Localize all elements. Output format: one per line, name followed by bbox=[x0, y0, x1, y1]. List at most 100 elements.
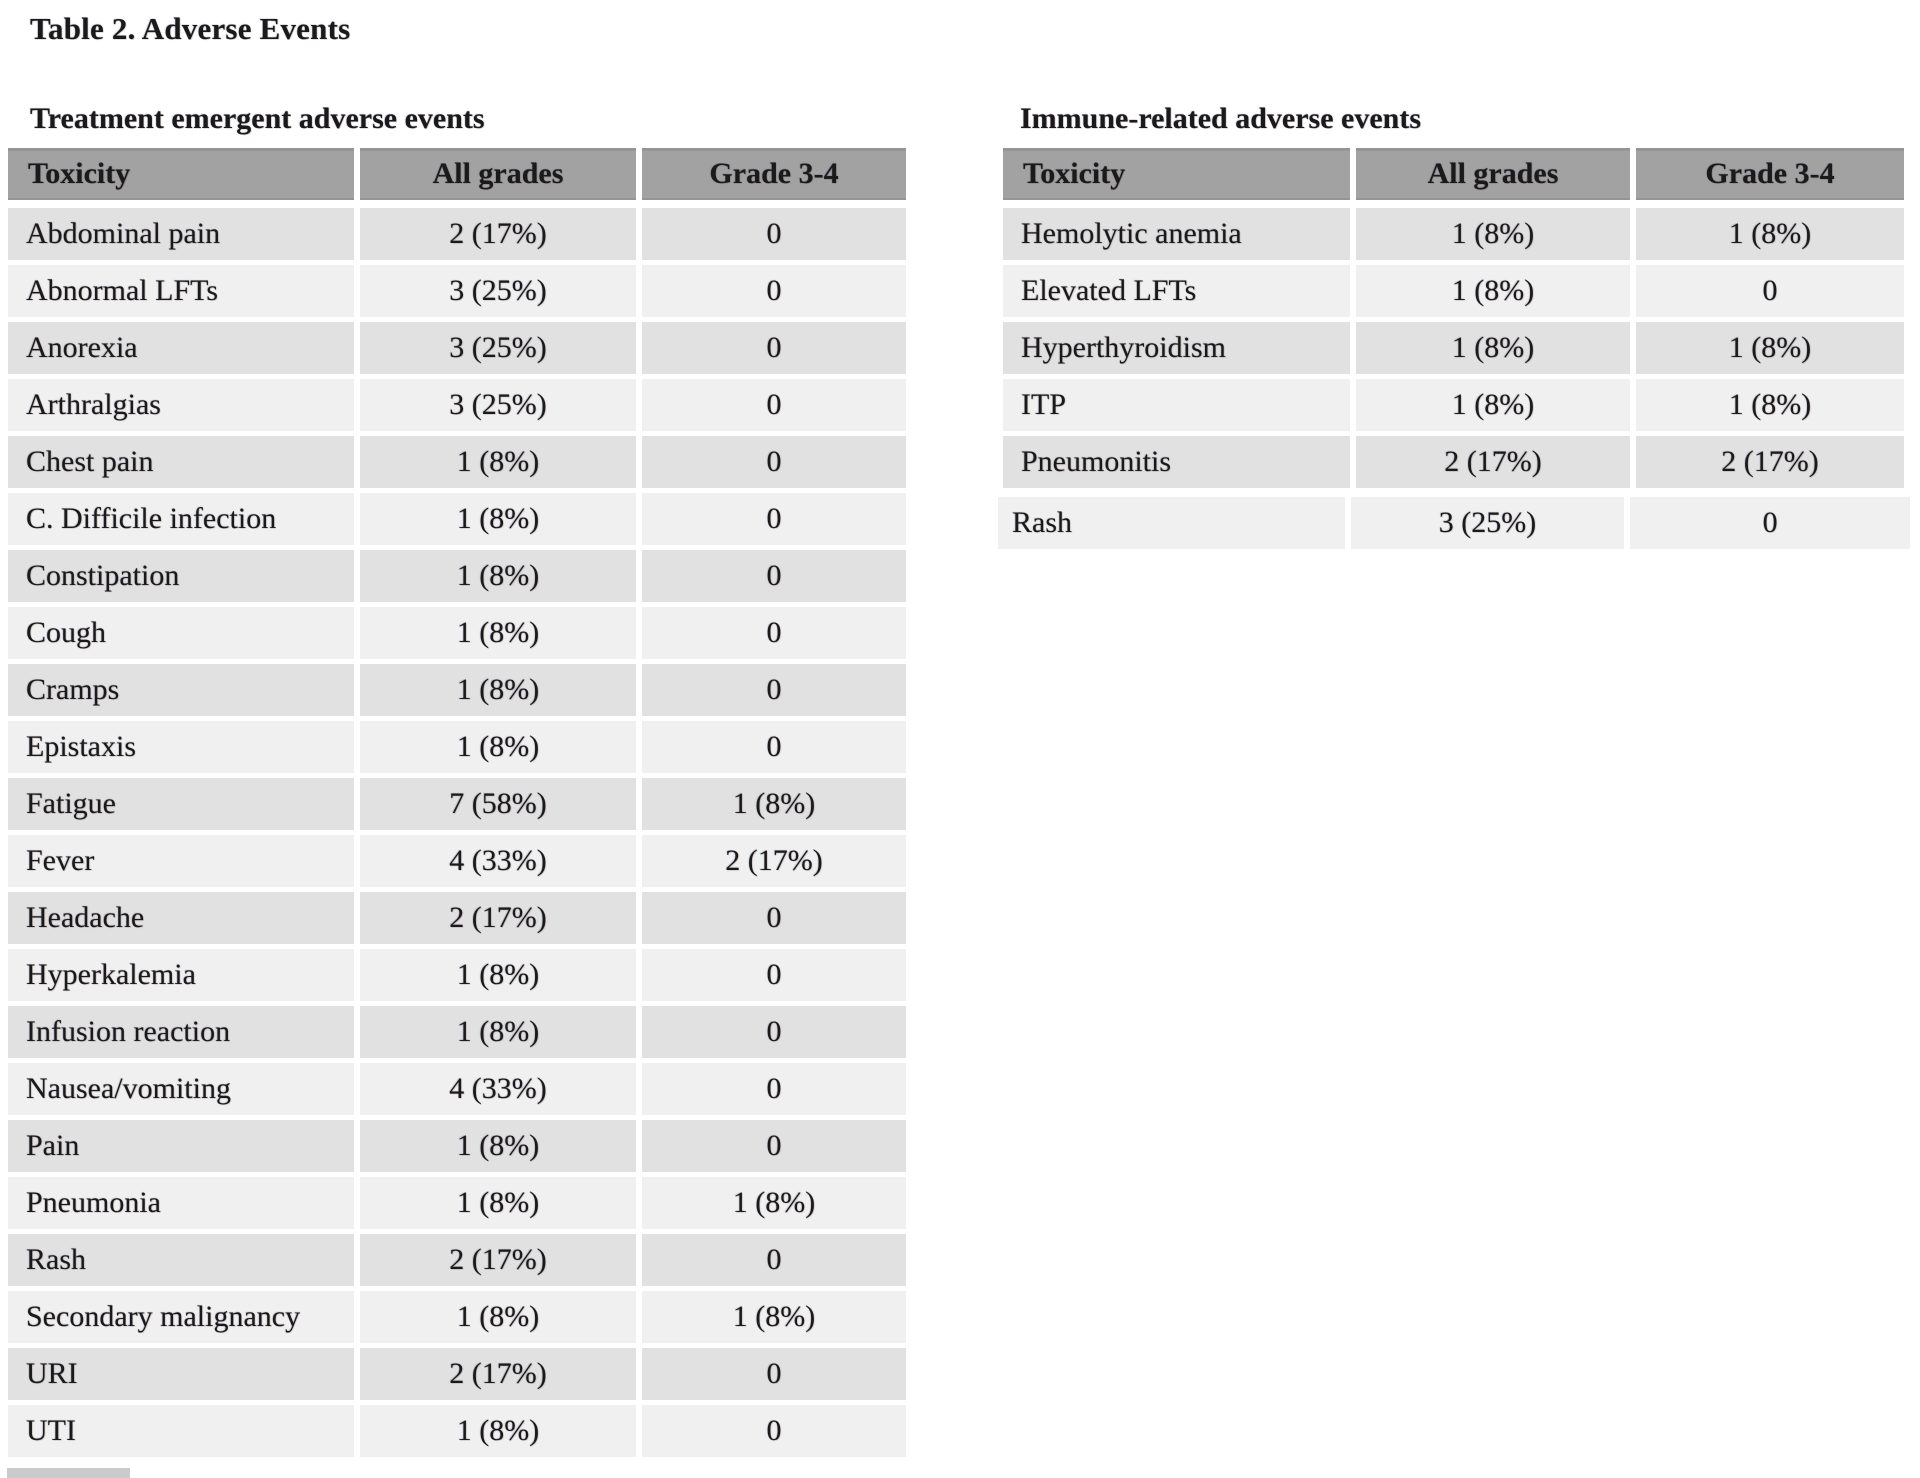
all-grades-cell: 1 (8%) bbox=[360, 493, 636, 545]
table-row: Pneumonitis 2 (17%) 2 (17%) bbox=[1003, 436, 1910, 488]
grade-3-4-cell: 0 bbox=[642, 1405, 906, 1457]
toxicity-cell: Fatigue bbox=[8, 778, 354, 830]
all-grades-cell: 1 (8%) bbox=[1356, 265, 1630, 317]
grade-3-4-cell: 0 bbox=[642, 208, 906, 260]
page-title: Table 2. Adverse Events bbox=[30, 11, 351, 46]
grade-3-4-cell: 0 bbox=[642, 379, 906, 431]
all-grades-cell: 2 (17%) bbox=[360, 208, 636, 260]
immune-related-section: Immune-related adverse events Toxicity A… bbox=[998, 100, 1910, 554]
toxicity-cell: Abnormal LFTs bbox=[8, 265, 354, 317]
grade-3-4-cell: 1 (8%) bbox=[642, 1177, 906, 1229]
immune-related-table: Toxicity All grades Grade 3-4 Hemolytic … bbox=[998, 148, 1910, 549]
grade-3-4-cell: 0 bbox=[642, 1348, 906, 1400]
column-header-grade-3-4: Grade 3-4 bbox=[1636, 148, 1904, 200]
table-row: Constipation 1 (8%) 0 bbox=[8, 550, 906, 602]
all-grades-cell: 3 (25%) bbox=[360, 322, 636, 374]
toxicity-cell: Cramps bbox=[8, 664, 354, 716]
table-row: Chest pain 1 (8%) 0 bbox=[8, 436, 906, 488]
table-row: Elevated LFTs 1 (8%) 0 bbox=[1003, 265, 1910, 317]
grade-3-4-cell: 1 (8%) bbox=[642, 1291, 906, 1343]
toxicity-cell: C. Difficile infection bbox=[8, 493, 354, 545]
grade-3-4-cell: 0 bbox=[642, 892, 906, 944]
toxicity-cell: Pneumonia bbox=[8, 1177, 354, 1229]
table-row: Abdominal pain 2 (17%) 0 bbox=[8, 208, 906, 260]
all-grades-cell: 1 (8%) bbox=[360, 436, 636, 488]
table-row: Rash 2 (17%) 0 bbox=[8, 1234, 906, 1286]
table-row: Epistaxis 1 (8%) 0 bbox=[8, 721, 906, 773]
grade-3-4-cell: 0 bbox=[642, 664, 906, 716]
grade-3-4-cell: 2 (17%) bbox=[642, 835, 906, 887]
toxicity-cell: Constipation bbox=[8, 550, 354, 602]
toxicity-cell: ITP bbox=[1003, 379, 1350, 431]
table-row: Rash 3 (25%) 0 bbox=[998, 497, 1910, 549]
all-grades-cell: 1 (8%) bbox=[360, 949, 636, 1001]
grade-3-4-cell: 1 (8%) bbox=[1636, 379, 1904, 431]
grade-3-4-cell: 0 bbox=[642, 949, 906, 1001]
toxicity-cell: Cough bbox=[8, 607, 354, 659]
table-header-row: Toxicity All grades Grade 3-4 bbox=[8, 148, 906, 200]
toxicity-cell: Headache bbox=[8, 892, 354, 944]
all-grades-cell: 1 (8%) bbox=[360, 664, 636, 716]
grade-3-4-cell: 0 bbox=[642, 1063, 906, 1115]
all-grades-cell: 2 (17%) bbox=[360, 1234, 636, 1286]
table-row: Headache 2 (17%) 0 bbox=[8, 892, 906, 944]
table-row: Nausea/vomiting 4 (33%) 0 bbox=[8, 1063, 906, 1115]
toxicity-cell: Rash bbox=[8, 1234, 354, 1286]
grade-3-4-cell: 0 bbox=[642, 1234, 906, 1286]
all-grades-cell: 1 (8%) bbox=[360, 1177, 636, 1229]
table-row: Pneumonia 1 (8%) 1 (8%) bbox=[8, 1177, 906, 1229]
table-row: ITP 1 (8%) 1 (8%) bbox=[1003, 379, 1910, 431]
grade-3-4-cell: 0 bbox=[642, 1120, 906, 1172]
table-body: Hemolytic anemia 1 (8%) 1 (8%) Elevated LFT… bbox=[998, 208, 1910, 549]
all-grades-cell: 2 (17%) bbox=[360, 1348, 636, 1400]
toxicity-cell: Nausea/vomiting bbox=[8, 1063, 354, 1115]
grade-3-4-cell: 1 (8%) bbox=[1636, 208, 1904, 260]
toxicity-cell: Arthralgias bbox=[8, 379, 354, 431]
all-grades-cell: 1 (8%) bbox=[360, 607, 636, 659]
table-row: C. Difficile infection 1 (8%) 0 bbox=[8, 493, 906, 545]
toxicity-cell: Rash bbox=[998, 497, 1345, 549]
all-grades-cell: 7 (58%) bbox=[360, 778, 636, 830]
grade-3-4-cell: 1 (8%) bbox=[642, 778, 906, 830]
grade-3-4-cell: 0 bbox=[642, 550, 906, 602]
all-grades-cell: 1 (8%) bbox=[1356, 379, 1630, 431]
table-row: Secondary malignancy 1 (8%) 1 (8%) bbox=[8, 1291, 906, 1343]
column-header-all-grades: All grades bbox=[360, 148, 636, 200]
table-row: Fever 4 (33%) 2 (17%) bbox=[8, 835, 906, 887]
table-row: Abnormal LFTs 3 (25%) 0 bbox=[8, 265, 906, 317]
toxicity-cell: Hyperkalemia bbox=[8, 949, 354, 1001]
all-grades-cell: 3 (25%) bbox=[360, 379, 636, 431]
table-row: Anorexia 3 (25%) 0 bbox=[8, 322, 906, 374]
grade-3-4-cell: 0 bbox=[642, 436, 906, 488]
table-body: Abdominal pain 2 (17%) 0 Abnormal LFTs 3 (25… bbox=[8, 208, 906, 1457]
grade-3-4-cell: 0 bbox=[642, 721, 906, 773]
table-row: Hyperkalemia 1 (8%) 0 bbox=[8, 949, 906, 1001]
all-grades-cell: 1 (8%) bbox=[360, 550, 636, 602]
toxicity-cell: Pain bbox=[8, 1120, 354, 1172]
column-header-toxicity: Toxicity bbox=[1003, 148, 1350, 200]
all-grades-cell: 1 (8%) bbox=[360, 1006, 636, 1058]
all-grades-cell: 4 (33%) bbox=[360, 835, 636, 887]
toxicity-cell: UTI bbox=[8, 1405, 354, 1457]
all-grades-cell: 1 (8%) bbox=[360, 1405, 636, 1457]
all-grades-cell: 1 (8%) bbox=[360, 721, 636, 773]
table-row: Cramps 1 (8%) 0 bbox=[8, 664, 906, 716]
grade-3-4-cell: 0 bbox=[642, 265, 906, 317]
all-grades-cell: 2 (17%) bbox=[1356, 436, 1630, 488]
grade-3-4-cell: 0 bbox=[1630, 497, 1910, 549]
table-row: URI 2 (17%) 0 bbox=[8, 1348, 906, 1400]
all-grades-cell: 1 (8%) bbox=[1356, 208, 1630, 260]
table-row: Arthralgias 3 (25%) 0 bbox=[8, 379, 906, 431]
grade-3-4-cell: 0 bbox=[642, 493, 906, 545]
treatment-emergent-heading: Treatment emergent adverse events bbox=[30, 102, 485, 135]
toxicity-cell: Fever bbox=[8, 835, 354, 887]
all-grades-cell: 3 (25%) bbox=[1350, 497, 1625, 549]
table-row: Pain 1 (8%) 0 bbox=[8, 1120, 906, 1172]
toxicity-cell: Elevated LFTs bbox=[1003, 265, 1350, 317]
all-grades-cell: 3 (25%) bbox=[360, 265, 636, 317]
toxicity-cell: Pneumonitis bbox=[1003, 436, 1350, 488]
grade-3-4-cell: 0 bbox=[642, 1006, 906, 1058]
all-grades-cell: 1 (8%) bbox=[360, 1291, 636, 1343]
column-header-grade-3-4: Grade 3-4 bbox=[642, 148, 906, 200]
